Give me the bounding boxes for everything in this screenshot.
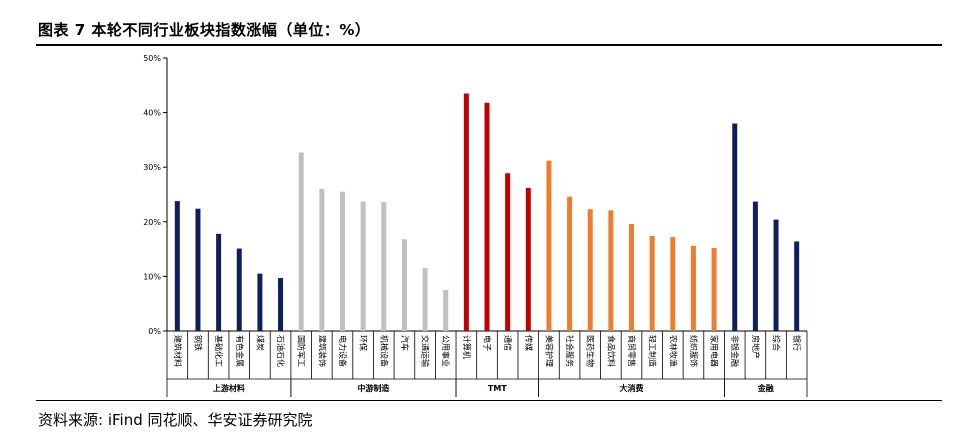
category-label: 计算机 [462, 335, 472, 359]
bar [711, 248, 717, 331]
source-rule [36, 400, 942, 401]
category-label: 医药生物 [586, 335, 596, 367]
bar [174, 201, 180, 331]
category-label: 基础化工 [214, 335, 224, 367]
bar [339, 191, 345, 331]
bar [649, 235, 655, 331]
category-label: 钢铁 [193, 335, 203, 351]
bar [257, 273, 263, 331]
y-tick-label: 10% [143, 272, 161, 281]
bar [629, 223, 635, 331]
bar [690, 245, 696, 331]
bar [360, 201, 366, 331]
group-label: 金融 [757, 383, 774, 393]
bar [443, 290, 449, 331]
category-label: 通信 [503, 335, 513, 351]
group-label: 中游制造 [357, 383, 389, 393]
category-label: 综合 [772, 335, 782, 351]
bar [505, 173, 511, 331]
category-label: 煤炭 [255, 335, 265, 351]
category-label: 家用电器 [710, 335, 720, 367]
group-label: 大消费 [620, 383, 644, 393]
bar [608, 210, 614, 331]
bar [298, 152, 304, 331]
group-label: TMT [488, 384, 507, 393]
category-label: 环保 [359, 335, 369, 351]
bar [319, 189, 325, 331]
bar [216, 233, 222, 331]
category-label: 轻工制造 [648, 335, 658, 367]
category-label: 社会服务 [565, 335, 575, 367]
category-label: 建筑材料 [173, 335, 183, 367]
title-rule [36, 44, 942, 46]
category-label: 电力设备 [338, 335, 348, 367]
y-tick-label: 0% [148, 327, 161, 336]
category-label: 电子 [483, 335, 493, 351]
category-label: 传媒 [524, 335, 534, 351]
bar [546, 160, 552, 331]
bar [732, 123, 738, 332]
category-label: 美容护理 [544, 335, 554, 367]
bar [670, 237, 676, 331]
bar [278, 278, 284, 331]
group-label: 上游材料 [213, 383, 245, 393]
category-label: 食品饮料 [606, 335, 616, 367]
bar [422, 268, 428, 331]
bar [567, 196, 573, 331]
category-label: 非银金融 [730, 335, 740, 367]
chart-title: 图表 7 本轮不同行业板块指数涨幅（单位：%） [38, 21, 371, 39]
bar [401, 239, 407, 331]
y-tick-label: 50% [143, 54, 161, 63]
bar [381, 202, 387, 331]
bar [195, 208, 201, 331]
y-tick-label: 20% [143, 218, 161, 227]
y-tick-label: 40% [143, 109, 161, 118]
bar [236, 248, 242, 331]
category-label: 石油石化 [276, 335, 286, 367]
category-label: 商贸零售 [627, 335, 637, 367]
bar [525, 187, 531, 331]
category-label: 建筑装饰 [317, 335, 327, 367]
category-label: 国防军工 [297, 335, 307, 367]
category-label: 银行 [792, 335, 802, 351]
category-label: 纺织服饰 [689, 335, 699, 367]
category-label: 交通运输 [421, 335, 431, 367]
category-label: 汽车 [400, 335, 410, 351]
bar [484, 102, 490, 331]
category-label: 房地产 [751, 335, 761, 359]
bar [463, 93, 469, 332]
source-note: 资料来源: iFind 同花顺、华安证券研究院 [38, 411, 313, 429]
category-label: 机械设备 [379, 335, 389, 367]
category-label: 公用事业 [441, 335, 451, 367]
bar [794, 241, 800, 331]
bar [587, 209, 593, 331]
category-label: 农林牧渔 [668, 335, 678, 367]
bar [752, 201, 758, 331]
bar [773, 219, 779, 331]
category-label: 有色金属 [235, 335, 245, 367]
y-tick-label: 30% [143, 163, 161, 172]
